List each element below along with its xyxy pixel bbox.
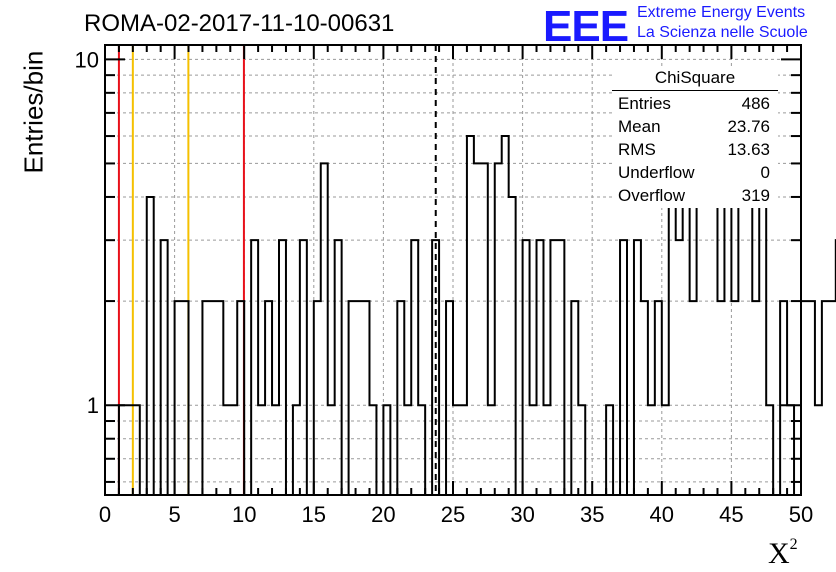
stat-value: 13.63	[727, 140, 770, 159]
histogram-bin	[808, 301, 815, 495]
histogram-bin	[397, 301, 404, 495]
stat-label: Overflow	[618, 186, 686, 205]
x-tick-label: 5	[168, 502, 180, 527]
histogram-bin	[690, 301, 697, 495]
histogram-bin	[780, 301, 787, 495]
histogram-bin	[202, 301, 209, 495]
histogram-bin	[175, 301, 182, 495]
y-tick-label: 10	[75, 47, 99, 72]
x-tick-label: 30	[510, 502, 534, 527]
histogram-bin	[300, 240, 307, 495]
histogram-bin	[474, 163, 481, 495]
histogram-bin	[356, 301, 363, 495]
histogram-bin	[822, 301, 829, 495]
histogram-bin	[537, 240, 544, 495]
eee-logo: EEE	[543, 2, 629, 51]
histogram-bin	[495, 163, 502, 495]
x-tick-label: 35	[580, 502, 604, 527]
stats-box: ChiSquare Entries 486 Mean 23.76 RMS 13.63 …	[612, 68, 778, 208]
stat-label: RMS	[618, 140, 656, 159]
histogram-bin	[523, 240, 530, 495]
stat-value: 319	[741, 186, 770, 205]
histogram-bin	[711, 197, 718, 495]
histogram-bin	[314, 301, 321, 495]
x-tick-label: 15	[302, 502, 326, 527]
histogram-bin	[571, 301, 578, 495]
histogram-bin	[265, 301, 272, 495]
stat-row-entries: Entries 486	[612, 93, 778, 116]
histogram-bin	[759, 197, 766, 495]
histogram-bin	[752, 301, 759, 495]
histogram-bin	[509, 197, 516, 495]
histogram-bin	[731, 301, 738, 495]
x-tick-label: 50	[789, 502, 813, 527]
histogram-bin	[363, 301, 370, 495]
histogram-bin	[704, 197, 711, 495]
histogram-bin	[279, 240, 286, 495]
chart-title: ROMA-02-2017-11-10-00631	[84, 10, 395, 37]
x-tick-label: 45	[719, 502, 743, 527]
histogram-bin	[815, 405, 822, 495]
x-tick-label: 0	[99, 502, 111, 527]
histogram-bin	[550, 240, 557, 495]
stat-row-underflow: Underflow 0	[612, 162, 778, 185]
histogram-bin	[481, 163, 488, 495]
stat-value: 486	[741, 94, 770, 113]
histogram-bin	[467, 136, 474, 495]
histogram-bin	[655, 301, 662, 495]
logo-line-1: Extreme Energy Events	[637, 4, 806, 21]
histogram-bin	[349, 301, 356, 495]
histogram-bin	[634, 240, 641, 495]
stat-row-rms: RMS 13.63	[612, 139, 778, 162]
x-axis-label: X2	[768, 536, 798, 571]
histogram-bin	[446, 301, 453, 495]
histogram-bin	[641, 301, 648, 495]
stat-label: Underflow	[618, 163, 695, 182]
stat-row-mean: Mean 23.76	[612, 116, 778, 139]
histogram-bin	[209, 301, 216, 495]
histogram-bin	[669, 163, 676, 495]
histogram-bin	[557, 240, 564, 495]
x-tick-label: 20	[371, 502, 395, 527]
histogram-bin	[683, 163, 690, 495]
stat-value: 23.76	[727, 117, 770, 136]
histogram-bin	[251, 240, 258, 495]
histogram-bin	[411, 240, 418, 495]
stat-value: 0	[760, 163, 770, 182]
stat-row-overflow: Overflow 319	[612, 185, 778, 208]
histogram-bin	[335, 240, 342, 495]
histogram-bin	[717, 301, 724, 495]
histogram-bin	[620, 240, 627, 495]
histogram-line	[105, 135, 836, 496]
logo-line-2: La Scienza nelle Scuole	[637, 24, 808, 41]
histogram-bin	[502, 136, 509, 495]
stat-label: Mean	[618, 117, 661, 136]
histogram-bin	[216, 301, 223, 495]
x-axis-label-text: X	[768, 537, 790, 570]
histogram-bin	[738, 163, 745, 495]
histogram-bin	[321, 163, 328, 495]
stats-title: ChiSquare	[612, 68, 778, 91]
x-tick-label: 10	[232, 502, 256, 527]
stat-label: Entries	[618, 94, 671, 113]
histogram-bin	[676, 240, 683, 495]
y-axis-label: Entries/bin	[18, 50, 49, 174]
histogram-bin	[161, 240, 168, 495]
histogram-bin	[801, 301, 808, 495]
x-axis-label-superscript: 2	[789, 536, 798, 553]
x-tick-label: 40	[650, 502, 674, 527]
y-tick-label: 1	[87, 393, 99, 418]
histogram-bin	[147, 197, 154, 495]
histogram-bin	[829, 301, 836, 495]
x-tick-label: 25	[441, 502, 465, 527]
